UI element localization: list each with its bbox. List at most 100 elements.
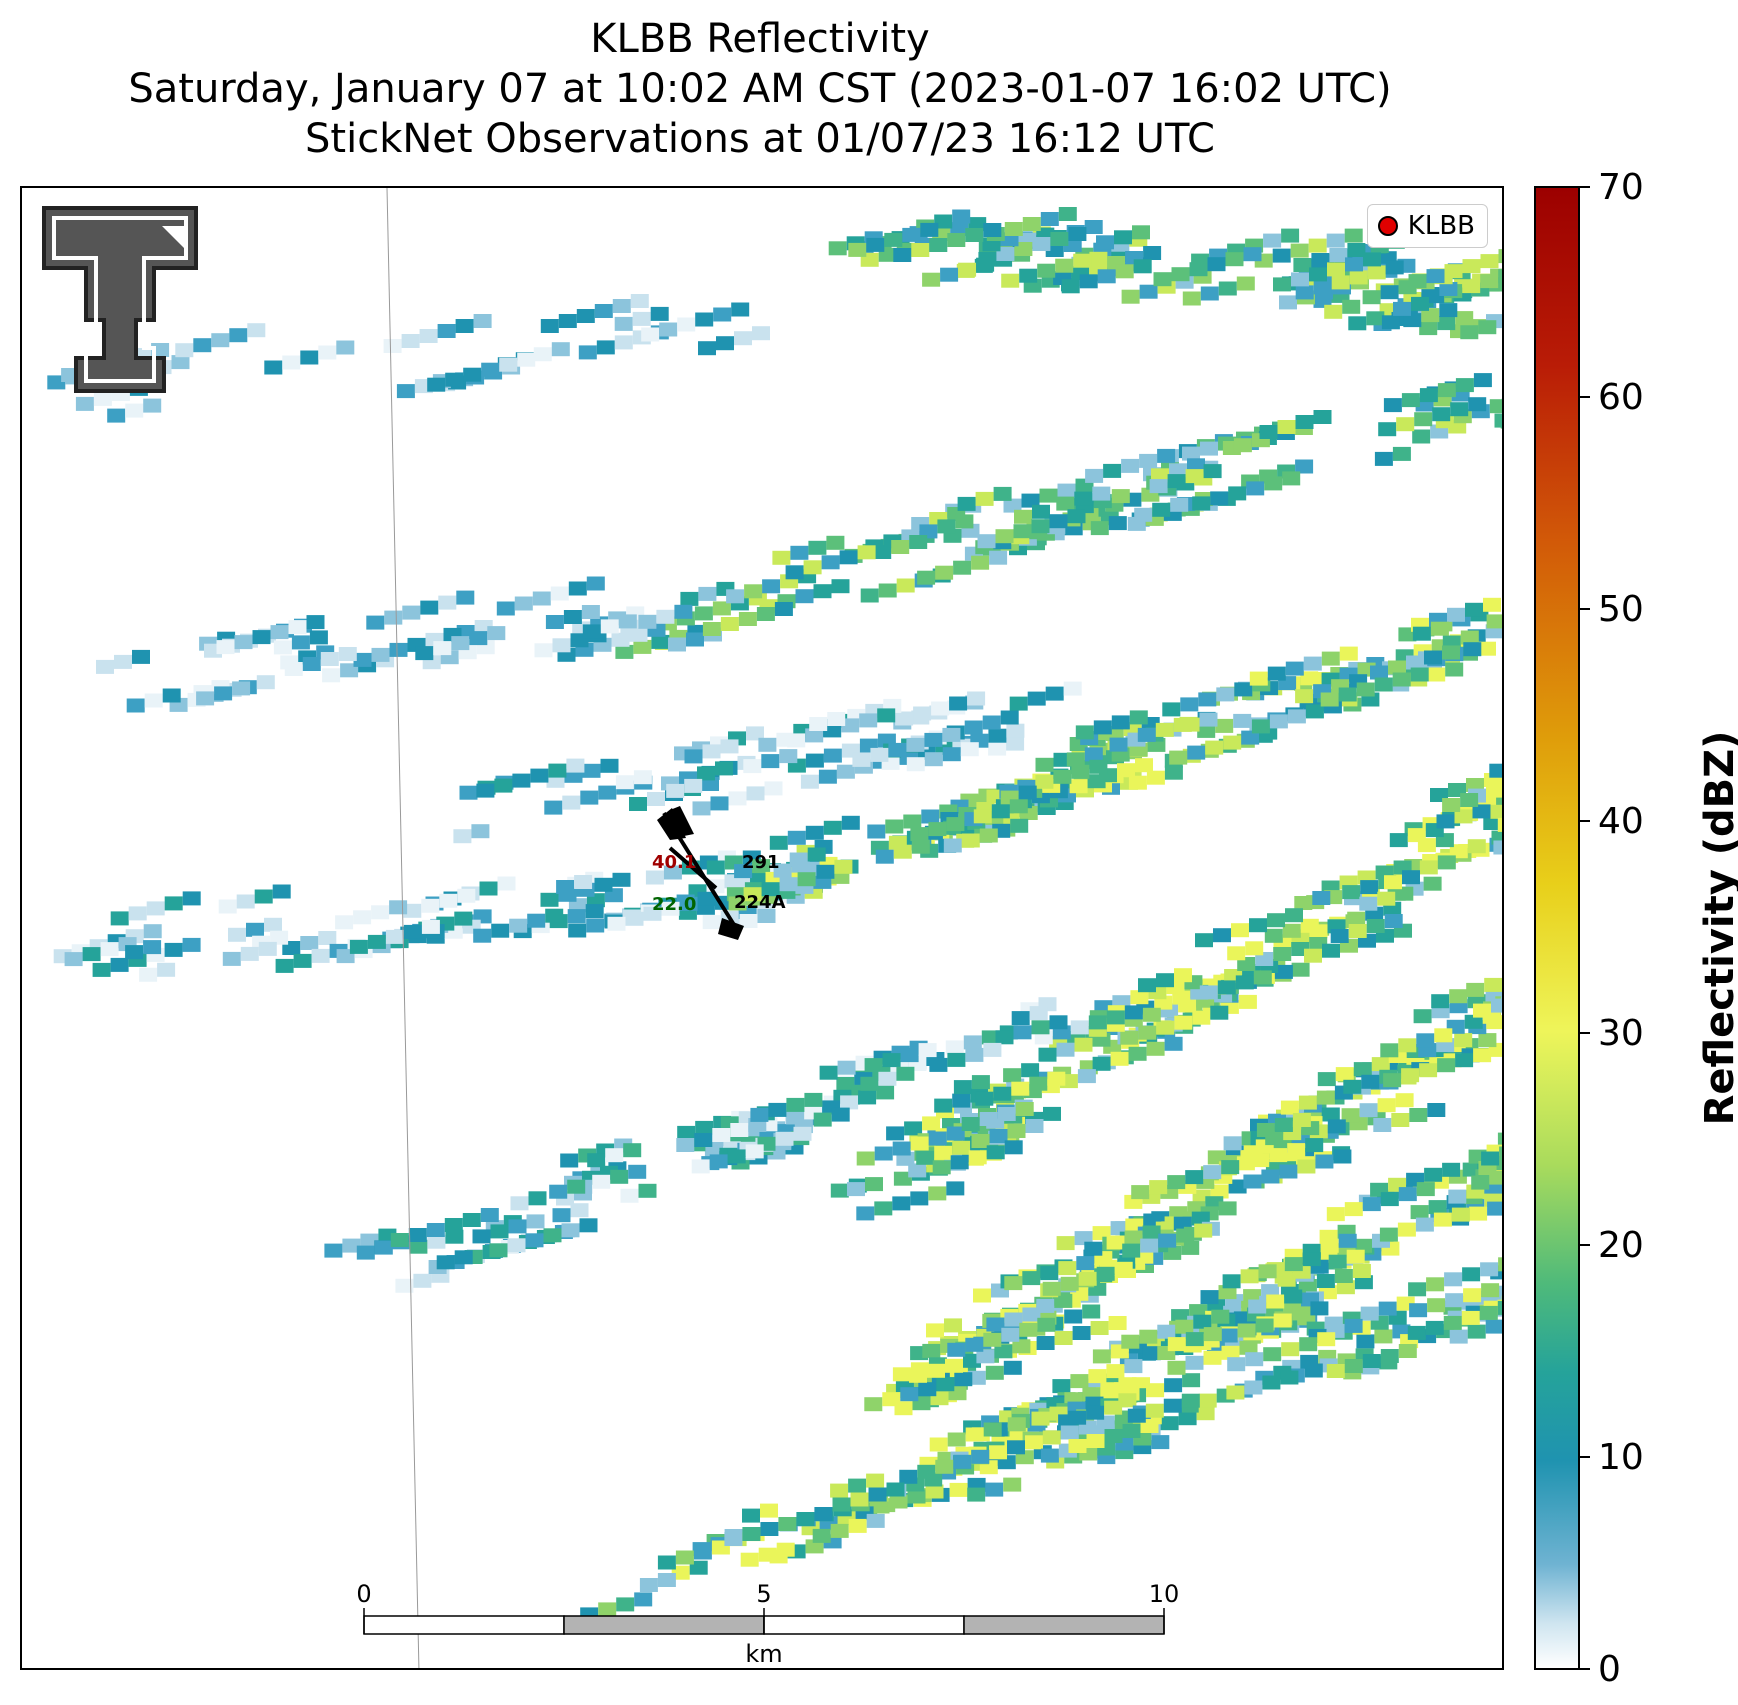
reflectivity-cell (1264, 928, 1283, 943)
reflectivity-cell (775, 1131, 794, 1146)
reflectivity-cell (1228, 1179, 1247, 1194)
reflectivity-cell (847, 1182, 865, 1197)
reflectivity-cell (371, 647, 390, 662)
reflectivity-cell (616, 1597, 635, 1612)
reflectivity-cell (395, 1278, 414, 1293)
reflectivity-cell (1313, 280, 1332, 295)
station-id-top: 291 (742, 852, 780, 873)
reflectivity-cell (1134, 507, 1153, 522)
reflectivity-cell (934, 1098, 953, 1113)
reflectivity-cell (903, 814, 922, 829)
reflectivity-cell (1243, 247, 1262, 262)
reflectivity-cell (1449, 844, 1468, 859)
reflectivity-cell (1248, 1299, 1267, 1314)
radar-map[interactable]: 40.1 291 22.0 224A 0 5 10 km KLBB (20, 186, 1504, 1670)
reflectivity-cell (139, 967, 158, 982)
reflectivity-cell (463, 367, 482, 382)
reflectivity-cell (830, 1183, 849, 1198)
reflectivity-cell (1052, 1379, 1071, 1394)
reflectivity-field: 40.1 291 22.0 224A 0 5 10 km (42, 188, 1502, 1668)
reflectivity-cell (1467, 839, 1486, 854)
reflectivity-cell (1294, 896, 1313, 910)
reflectivity-cell (1004, 1312, 1023, 1327)
reflectivity-cell (1174, 1015, 1193, 1030)
reflectivity-cell (1171, 1309, 1190, 1324)
reflectivity-cell (906, 757, 925, 772)
reflectivity-cell (419, 329, 438, 343)
reflectivity-cell (1378, 1301, 1397, 1316)
reflectivity-cell (942, 727, 961, 742)
reflectivity-cell (1074, 491, 1093, 506)
reflectivity-cell (360, 1233, 379, 1248)
reflectivity-cell (1233, 438, 1252, 453)
reflectivity-cell (396, 384, 415, 399)
reflectivity-cell (645, 870, 664, 885)
reflectivity-cell (1490, 804, 1502, 819)
reflectivity-cell (668, 637, 686, 652)
reflectivity-cell (548, 763, 567, 778)
reflectivity-cell (1398, 1344, 1417, 1358)
reflectivity-cell (805, 728, 824, 743)
reflectivity-cell (886, 1482, 905, 1497)
reflectivity-cell (1498, 269, 1502, 284)
reflectivity-cell (1449, 1329, 1468, 1344)
reflectivity-cell (614, 335, 633, 350)
reflectivity-cell (848, 242, 867, 257)
reflectivity-cell (1494, 413, 1502, 428)
reflectivity-cell (444, 1218, 463, 1232)
reflectivity-cell (353, 910, 372, 925)
reflectivity-cell (1367, 265, 1386, 280)
reflectivity-cell (366, 615, 385, 630)
radar-marker-icon (1377, 216, 1398, 236)
reflectivity-cell (1442, 798, 1461, 812)
reflectivity-cell (1163, 1398, 1182, 1413)
reflectivity-cell (692, 801, 711, 816)
reflectivity-cell (786, 1110, 805, 1125)
reflectivity-cell (1203, 464, 1222, 479)
reflectivity-cell (1412, 626, 1431, 641)
reflectivity-cell (953, 1080, 972, 1095)
reflectivity-cell (776, 1542, 795, 1557)
reflectivity-cell (342, 1238, 361, 1253)
reflectivity-cell (1070, 1374, 1089, 1389)
reflectivity-cell (563, 610, 582, 624)
reflectivity-cell (566, 758, 585, 773)
reflectivity-cell (1302, 1252, 1321, 1267)
reflectivity-cell (893, 248, 912, 262)
reflectivity-cell (1282, 471, 1301, 486)
reflectivity-cell (587, 1153, 606, 1168)
reflectivity-cell (805, 825, 824, 840)
reflectivity-cell (926, 1323, 944, 1338)
reflectivity-cell (1280, 1370, 1299, 1385)
reflectivity-cell (995, 1030, 1014, 1045)
reflectivity-cell (943, 838, 962, 853)
reflectivity-cell (1462, 259, 1481, 274)
reflectivity-cell (973, 1288, 991, 1303)
reflectivity-cell (1233, 713, 1252, 728)
reflectivity-cell (1092, 1349, 1111, 1364)
reflectivity-cell (612, 299, 631, 313)
reflectivity-cell (1411, 296, 1429, 311)
reflectivity-cell (1409, 1108, 1428, 1122)
reflectivity-cell (1487, 1201, 1502, 1216)
reflectivity-cell (611, 632, 630, 647)
reflectivity-cell (1308, 238, 1327, 253)
reflectivity-cell (671, 1565, 690, 1580)
reflectivity-cell (92, 962, 111, 977)
reflectivity-cell (1437, 316, 1456, 331)
reflectivity-cell (965, 1427, 984, 1442)
reflectivity-cell (1146, 1383, 1165, 1398)
reflectivity-cell (1352, 1264, 1371, 1278)
reflectivity-cell (125, 403, 144, 418)
reflectivity-cell (922, 1116, 941, 1131)
reflectivity-cell (1426, 1277, 1445, 1292)
reflectivity-cell (919, 524, 938, 539)
reflectivity-cell (1042, 1430, 1061, 1445)
reflectivity-cell (1092, 1056, 1111, 1071)
reflectivity-cell (629, 797, 647, 811)
reflectivity-cell (1496, 796, 1502, 811)
reflectivity-cell (1290, 243, 1309, 258)
reflectivity-cell (896, 578, 915, 593)
reflectivity-cell (1425, 1320, 1444, 1335)
reflectivity-cell (743, 759, 762, 774)
